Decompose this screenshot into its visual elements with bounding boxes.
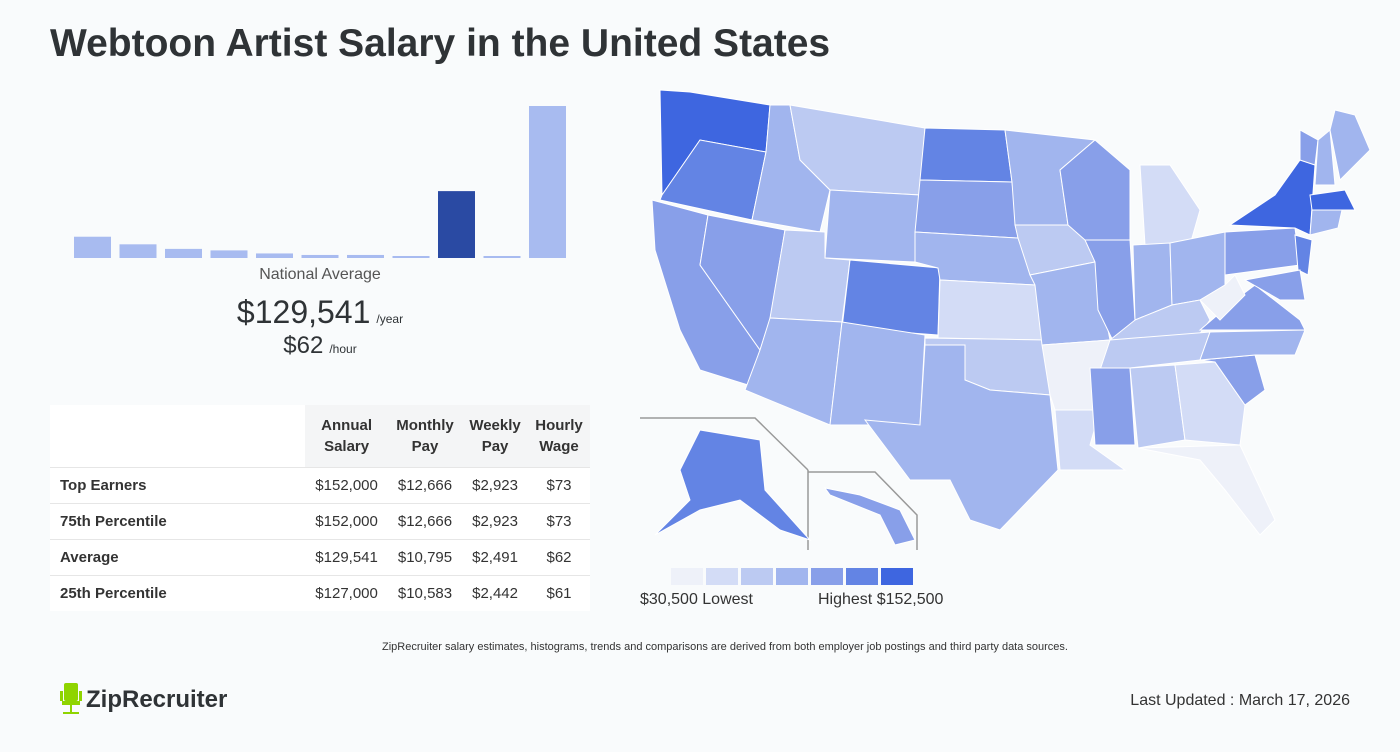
row-label: Average — [50, 539, 306, 576]
state-md[interactable] — [1243, 269, 1306, 301]
histogram-bar — [347, 254, 384, 258]
alaska-inset-border — [640, 417, 809, 471]
table-cell: $152,000 — [305, 467, 388, 504]
row-label: Top Earners — [50, 467, 306, 504]
state-az[interactable] — [744, 317, 843, 426]
ziprecruiter-logo[interactable]: ZipRecruiter — [60, 683, 227, 717]
us-salary-map — [640, 89, 1371, 550]
header-blank — [50, 405, 306, 468]
page-title: Webtoon Artist Salary in the United Stat… — [50, 22, 831, 65]
table-row: 75th Percentile $152,000 $12,666 $2,923 $73 — [50, 503, 590, 540]
histogram-bar — [438, 191, 475, 258]
hourly-value: $62 — [283, 332, 324, 359]
salary-table: Annual Salary Monthly Pay Weekly Pay Hou… — [50, 405, 590, 611]
legend-swatch — [741, 568, 773, 585]
legend-swatch — [776, 568, 808, 585]
legend-highest: Highest $152,500 — [818, 591, 944, 608]
state-nc[interactable] — [1199, 329, 1306, 361]
table-cell: $129,541 — [305, 539, 388, 576]
histogram-bar — [165, 248, 202, 258]
state-vt[interactable] — [1299, 129, 1319, 166]
state-co[interactable] — [841, 259, 941, 336]
legend-swatch — [846, 568, 878, 585]
state-fl[interactable] — [1137, 444, 1276, 536]
chair-icon — [60, 683, 82, 714]
logo-text: ZipRecruiter — [86, 686, 228, 713]
table-cell: $10,795 — [387, 539, 463, 576]
state-ks[interactable] — [937, 279, 1046, 341]
map-legend — [671, 568, 913, 585]
table-cell: $152,000 — [305, 503, 388, 540]
table-row: Top Earners $152,000 $12,666 $2,923 $73 — [50, 467, 590, 504]
national-average-label: National Average — [259, 266, 381, 283]
table-cell: $2,491 — [462, 539, 528, 576]
header-hourly: Hourly Wage — [528, 405, 590, 468]
header-weekly: Weekly Pay — [462, 405, 528, 468]
table-cell: $12,666 — [387, 503, 463, 540]
histogram-bar — [392, 256, 430, 258]
table-cell: $62 — [528, 539, 590, 576]
legend-swatch — [881, 568, 913, 585]
state-pa[interactable] — [1224, 227, 1301, 276]
legend-swatch — [706, 568, 738, 585]
table-cell: $2,923 — [462, 503, 528, 540]
state-wv[interactable] — [1199, 274, 1246, 321]
table-cell: $2,442 — [462, 575, 528, 611]
row-label: 75th Percentile — [50, 503, 306, 540]
state-ny[interactable] — [1228, 159, 1316, 236]
legend-lowest: $30,500 Lowest — [640, 591, 753, 608]
table-cell: $10,583 — [387, 575, 463, 611]
table-cell: $73 — [528, 503, 590, 540]
table-row: 25th Percentile $127,000 $10,583 $2,442 $61 — [50, 575, 590, 611]
legend-swatch — [671, 568, 703, 585]
table-cell: $127,000 — [305, 575, 388, 611]
state-ga[interactable] — [1174, 361, 1246, 446]
state-me[interactable] — [1329, 109, 1371, 182]
table-cell: $73 — [528, 467, 590, 504]
national-average-hourly: $62/hour — [50, 332, 590, 360]
histogram-bar — [210, 250, 248, 258]
table-cell: $12,666 — [387, 467, 463, 504]
histogram-bar — [483, 256, 521, 258]
histogram-bar — [529, 106, 566, 258]
state-ms[interactable] — [1089, 367, 1136, 446]
state-nh[interactable] — [1314, 129, 1336, 186]
legend-swatch — [811, 568, 843, 585]
row-label: 25th Percentile — [50, 575, 306, 611]
state-sd[interactable] — [914, 179, 1019, 239]
state-hi[interactable] — [823, 487, 916, 546]
table-cell: $61 — [528, 575, 590, 611]
state-ct[interactable] — [1309, 209, 1343, 236]
state-mi[interactable] — [1139, 164, 1201, 246]
hawaii-inset-border — [808, 471, 918, 550]
disclaimer-note: ZipRecruiter salary estimates, histogram… — [382, 641, 1068, 653]
header-annual: Annual Salary — [305, 405, 388, 468]
histogram-bar — [301, 254, 339, 258]
histogram-bar — [74, 236, 111, 258]
hourly-unit: /hour — [329, 342, 357, 356]
histogram-bar — [119, 244, 157, 258]
annual-unit: /year — [376, 312, 404, 326]
state-wy[interactable] — [824, 189, 921, 263]
table-header: Annual Salary Monthly Pay Weekly Pay Hou… — [50, 405, 590, 468]
table-row: Average $129,541 $10,795 $2,491 $62 — [50, 539, 590, 576]
salary-histogram — [74, 106, 566, 258]
annual-value: $129,541 — [236, 294, 371, 330]
state-ak[interactable] — [654, 429, 812, 542]
state-nj[interactable] — [1294, 234, 1313, 276]
last-updated: Last Updated : March 17, 2026 — [1130, 692, 1350, 709]
state-ma[interactable] — [1309, 189, 1356, 211]
table-cell: $2,923 — [462, 467, 528, 504]
state-nm[interactable] — [829, 321, 926, 426]
header-monthly: Monthly Pay — [387, 405, 463, 468]
national-average-annual: $129,541/year — [50, 294, 590, 331]
state-nd[interactable] — [919, 127, 1013, 183]
histogram-bar — [256, 253, 293, 258]
